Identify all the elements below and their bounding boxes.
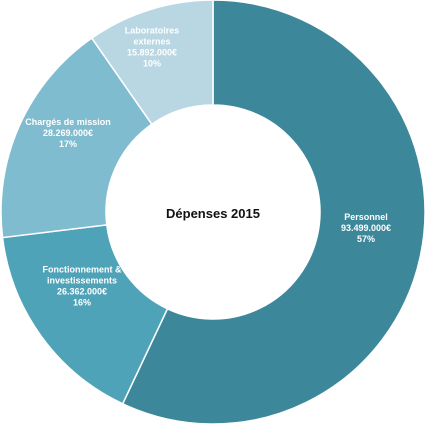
slice-data-label: Laboratoires externes 15.892.000€ 10%: [125, 26, 180, 69]
slice-data-label: Chargés de mission 28.269.000€ 17%: [25, 117, 111, 149]
donut-slice: [121, 0, 426, 425]
slice-name: externes: [133, 37, 170, 47]
slice-percent: 17%: [59, 139, 77, 149]
donut-slice: [0, 37, 153, 239]
labels-layer: Personnel 93.499.000€ 57% Fonctionnement & i…: [25, 26, 391, 308]
slice-percent: 57%: [357, 234, 375, 244]
slice-data-label: Fonctionnement & investissements 26.362.00…: [43, 265, 122, 308]
slice-amount: 28.269.000€: [43, 128, 93, 138]
slice-name: Personnel: [344, 212, 388, 222]
donut-slice: [90, 0, 214, 126]
slice-name: Laboratoires: [125, 26, 180, 36]
slice-name: Chargés de mission: [25, 117, 111, 127]
slice-amount: 26.362.000€: [57, 287, 107, 297]
chart-title: Dépenses 2015: [166, 206, 260, 221]
slice-percent: 10%: [143, 59, 161, 69]
slice-percent: 16%: [73, 298, 91, 308]
slice-name: investissements: [47, 276, 117, 286]
slice-amount: 15.892.000€: [127, 48, 177, 58]
slice-amount: 93.499.000€: [341, 223, 391, 233]
slice-name: Fonctionnement &: [43, 265, 122, 275]
slice-data-label: Personnel 93.499.000€ 57%: [341, 212, 391, 244]
donut-slice: [1, 224, 169, 405]
